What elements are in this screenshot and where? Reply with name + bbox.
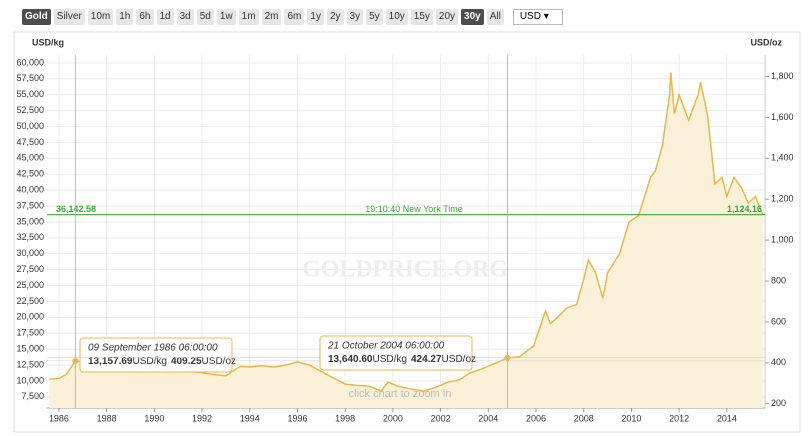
y2-tick-label: 1,400 xyxy=(771,153,794,163)
x-tick-label: 2006 xyxy=(526,413,546,423)
tooltip-date: 21 October 2004 06:00:00 xyxy=(327,341,445,352)
tooltip-point xyxy=(504,354,511,361)
range-button[interactable]: 5y xyxy=(366,9,383,25)
y-tick-label: 12,500 xyxy=(16,359,44,369)
tooltip-oz: 424.27 xyxy=(411,354,442,365)
y-tick-label: 7,500 xyxy=(21,391,44,401)
range-button[interactable]: 20y xyxy=(435,9,459,25)
tooltip-kg: 13,640.60 xyxy=(328,354,373,365)
range-button[interactable]: 1w xyxy=(216,9,236,25)
y-tick-label: 47,500 xyxy=(16,137,44,147)
y-tick-label: 50,000 xyxy=(16,121,44,131)
range-button[interactable]: 15y xyxy=(410,9,433,25)
tooltip-oz-unit: USD/oz xyxy=(202,356,236,367)
y-tick-label: 32,500 xyxy=(16,232,44,242)
range-button[interactable]: 2m xyxy=(261,9,282,25)
y2-tick-label: 800 xyxy=(771,275,786,285)
x-tick-label: 2012 xyxy=(669,413,689,423)
current-price-oz-label: 1,124.16 xyxy=(727,204,762,214)
x-tick-label: 2014 xyxy=(717,413,737,423)
y-tick-label: 45,000 xyxy=(16,153,44,163)
range-button[interactable]: 10m xyxy=(87,9,114,25)
y-tick-label: 57,500 xyxy=(16,73,44,83)
tooltip-values: 13,157.69USD/kg 409.25USD/oz xyxy=(88,356,236,367)
chart-frame xyxy=(13,31,801,433)
x-tick-label: 1992 xyxy=(192,413,212,423)
y2-tick-label: 1,600 xyxy=(771,112,794,122)
range-button[interactable]: Gold xyxy=(22,9,51,25)
hint: click chart to zoom in xyxy=(349,388,452,400)
range-button[interactable]: 30y xyxy=(461,9,484,25)
y-tick-label: 30,000 xyxy=(16,248,44,258)
y2-tick-label: 1,800 xyxy=(771,71,794,81)
y-tick-label: 22,500 xyxy=(16,296,44,306)
current-price-label: 36,142.58 xyxy=(56,204,96,214)
y-tick-label: 42,500 xyxy=(16,169,44,179)
y-tick-label: 27,500 xyxy=(16,264,44,274)
x-tick-label: 1994 xyxy=(240,413,260,423)
range-button[interactable]: 1d xyxy=(156,9,174,25)
tooltip-point xyxy=(72,357,79,364)
tooltip-values: 13,640.60USD/kg 424.27USD/oz xyxy=(328,354,476,365)
toolbar: Gold Silver 10m 1h 6h 1d 3d 5d 1w 1m 2m 6m 1y 2y 3y 5y 1… xyxy=(22,9,563,25)
y-tick-label: 55,000 xyxy=(16,89,44,99)
range-button[interactable]: 3y xyxy=(346,9,364,25)
range-button[interactable]: 10y xyxy=(385,9,408,25)
area-fill xyxy=(49,72,763,408)
watermark: GOLDPRICE.ORG xyxy=(302,257,508,283)
range-button[interactable]: Silver xyxy=(53,9,85,25)
y2-tick-label: 1,000 xyxy=(771,234,794,244)
x-tick-label: 2010 xyxy=(621,413,641,423)
range-button[interactable]: 2y xyxy=(326,9,344,25)
x-tick-label: 1986 xyxy=(49,413,69,423)
x-tick-label: 1990 xyxy=(144,413,164,423)
range-button[interactable]: 1y xyxy=(307,9,324,25)
x-tick-label: 2000 xyxy=(383,413,403,423)
range-button[interactable]: All xyxy=(486,9,504,25)
y-tick-label: 40,000 xyxy=(16,185,44,195)
x-tick-label: 1996 xyxy=(287,413,307,423)
x-tick-label: 2002 xyxy=(431,413,451,423)
x-tick-label: 1998 xyxy=(335,413,355,423)
y2-tick-label: 600 xyxy=(771,316,786,326)
x-tick-label: 2008 xyxy=(574,413,594,423)
y-tick-label: 60,000 xyxy=(16,57,44,67)
range-button[interactable]: 1h xyxy=(116,9,134,25)
range-button[interactable]: 3d xyxy=(176,9,194,25)
range-button[interactable]: 1m xyxy=(238,9,259,25)
tooltip-kg-unit: USD/kg xyxy=(133,356,167,367)
range-button[interactable]: 5d xyxy=(196,9,214,25)
y-tick-label: 17,500 xyxy=(16,328,44,338)
y-tick-label: 15,000 xyxy=(16,344,44,354)
x-tick-label: 2004 xyxy=(478,413,498,423)
y2-tick-label: 400 xyxy=(771,357,786,367)
range-button[interactable]: 6h xyxy=(136,9,154,25)
y2-tick-label: 1,200 xyxy=(771,194,794,204)
x-tick-label: 1988 xyxy=(97,413,117,423)
tooltip-box xyxy=(319,335,473,371)
tooltip-date: 09 September 1986 06:00:00 xyxy=(88,343,218,354)
y-tick-label: 25,000 xyxy=(16,280,44,290)
currency-select[interactable]: USD ▾ xyxy=(512,9,563,25)
current-time: 19:10:40 New York Time xyxy=(365,204,463,214)
y-tick-label: 10,000 xyxy=(16,375,44,385)
y-tick-label: 20,000 xyxy=(16,312,44,322)
y-tick-label: 52,500 xyxy=(16,105,44,115)
y-tick-label: 35,000 xyxy=(16,216,44,226)
tooltip-kg-unit: USD/kg xyxy=(373,354,407,365)
tooltip-kg: 13,157.69 xyxy=(88,356,133,367)
tooltip-oz: 409.25 xyxy=(171,356,202,367)
tooltip-box xyxy=(79,337,233,373)
y2-tick-label: 200 xyxy=(771,398,786,408)
tooltip-oz-unit: USD/oz xyxy=(442,354,476,365)
range-button[interactable]: 6m xyxy=(284,9,305,25)
y-axis-label: USD/kg xyxy=(32,37,64,47)
y2-axis-label: USD/oz xyxy=(751,37,783,47)
y-tick-label: 37,500 xyxy=(16,200,44,210)
